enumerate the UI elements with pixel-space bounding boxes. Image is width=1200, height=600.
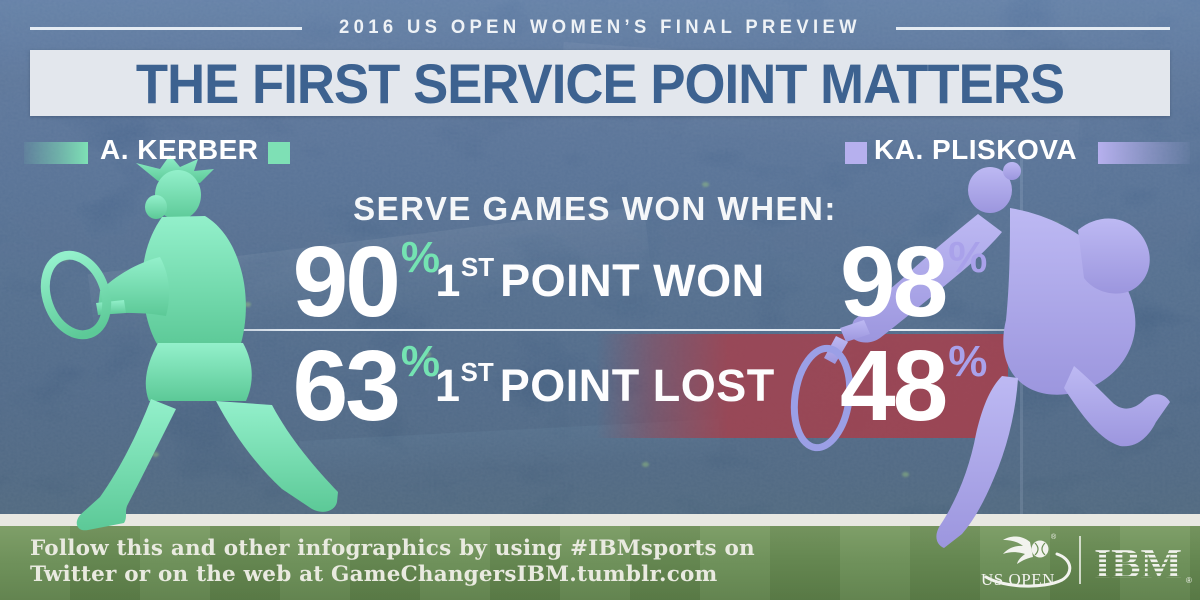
ball-scuff — [902, 472, 909, 477]
court-baseline — [0, 514, 1200, 526]
pliskova-point-won-stat: 98% — [840, 232, 1160, 332]
us-open-logo: US OPEN ® — [981, 533, 1072, 589]
ball-scuff — [152, 452, 159, 457]
row-label-point-won: 1ST POINT WON — [435, 252, 765, 307]
follow-text-line2: Twitter or on the web at GameChangersIBM… — [30, 562, 718, 587]
registered-mark: ® — [1186, 576, 1192, 585]
row-label-number: 1 — [435, 255, 461, 306]
pliskova-accent-bar — [1098, 142, 1190, 164]
row-label-point-lost: 1ST POINT LOST — [435, 357, 774, 412]
ball-scuff — [62, 256, 69, 261]
flame-icon — [1003, 536, 1033, 564]
row-label-text: POINT LOST — [499, 360, 775, 411]
kerber-point-lost-value: 63 — [292, 330, 401, 442]
logo-divider — [1079, 536, 1081, 584]
kerber-accent-square — [268, 142, 290, 164]
kerber-point-won-value: 90 — [292, 226, 401, 338]
ibm-logo: IBM ® — [1094, 542, 1192, 587]
pliskova-accent-square — [845, 142, 867, 164]
percent-sign: % — [948, 233, 988, 282]
row-label-number: 1 — [435, 360, 461, 411]
kerber-racket — [40, 250, 112, 340]
page-title: THE FIRST SERVICE POINT MATTERS — [135, 52, 1065, 115]
event-banner: 2016 US OPEN WOMEN’S FINAL PREVIEW — [339, 17, 861, 38]
ball-scuff — [642, 462, 649, 467]
follow-text: Follow this and other infographics by us… — [30, 536, 755, 588]
percent-sign: % — [948, 337, 988, 386]
kerber-accent-bar — [24, 142, 88, 164]
title-band: THE FIRST SERVICE POINT MATTERS — [30, 50, 1170, 116]
ball-scuff — [702, 182, 709, 187]
kerber-point-won-stat: 90% — [140, 232, 440, 332]
ibm-wordmark: IBM — [1094, 542, 1182, 587]
row-label-ordinal: ST — [460, 252, 495, 282]
pliskova-name-label: KA. PLISKOVA — [874, 134, 1078, 165]
row-label-ordinal: ST — [460, 357, 494, 387]
pliskova-point-lost-stat: 48% — [840, 336, 1160, 436]
pliskova-point-lost-value: 48 — [840, 330, 948, 442]
tennis-ball-icon — [1031, 540, 1049, 558]
kerber-name-label: A. KERBER — [100, 134, 259, 165]
follow-text-line1: Follow this and other infographics by us… — [30, 536, 755, 561]
kerber-point-lost-stat: 63% — [140, 336, 440, 436]
us-open-wordmark: US OPEN — [981, 570, 1055, 589]
registered-mark: ® — [1051, 533, 1057, 541]
row-label-text: POINT WON — [500, 255, 765, 306]
stats-heading: SERVE GAMES WON WHEN: — [353, 190, 837, 227]
pliskova-point-won-value: 98 — [840, 226, 948, 338]
